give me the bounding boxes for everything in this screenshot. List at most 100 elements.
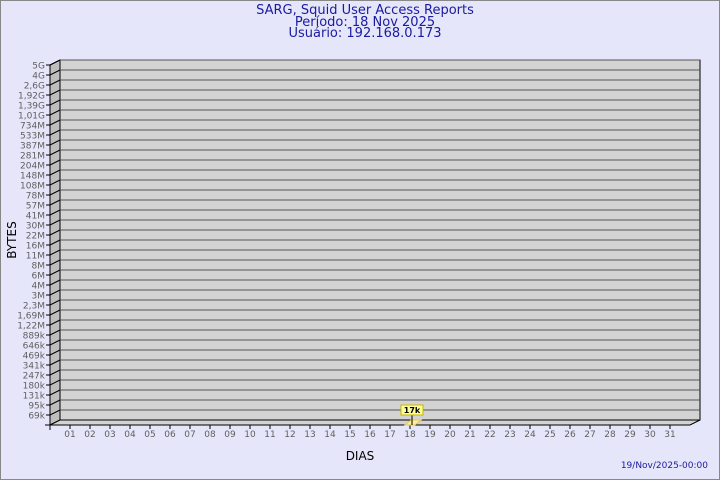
chart-title: SARG, Squid User Access Reports xyxy=(256,3,474,18)
grid-line-side xyxy=(49,309,61,316)
x-tick-label: 02 xyxy=(84,430,95,440)
y-tick-label: 646k xyxy=(23,342,46,352)
x-tick-label: 13 xyxy=(304,430,315,440)
x-tick-label: 26 xyxy=(564,430,576,440)
y-tick-label: 108M xyxy=(20,182,45,192)
y-tick-label: 131k xyxy=(23,392,46,402)
grid-line-side xyxy=(49,289,61,296)
x-tick-label: 23 xyxy=(504,430,515,440)
grid-line-side xyxy=(49,279,61,286)
grid-line-side xyxy=(49,129,61,136)
x-tick-label: 25 xyxy=(544,430,555,440)
y-tick-label: 204M xyxy=(20,162,45,172)
y-tick-label: 78M xyxy=(26,192,45,202)
data-label-box xyxy=(400,404,424,416)
grid-line-side xyxy=(49,209,61,216)
y-tick-label: 95k xyxy=(28,402,45,412)
x-tick-label: 12 xyxy=(284,430,295,440)
grid-line-side xyxy=(49,269,61,276)
y-tick-label: 1,22M xyxy=(17,322,45,332)
grid-line-side xyxy=(49,329,61,336)
grid-line-side xyxy=(49,119,61,126)
grid-line-side xyxy=(49,219,61,226)
x-tick-label: 22 xyxy=(484,430,495,440)
y-tick-label: 11M xyxy=(26,252,45,262)
y-tick-label: 30M xyxy=(26,222,45,232)
y-axis-title: BYTES xyxy=(5,221,19,258)
y-tick-label: 57M xyxy=(26,202,45,212)
y-tick-label: 148M xyxy=(20,172,45,182)
y-tick-label: 533M xyxy=(20,132,45,142)
y-tick-label: 1,01G xyxy=(18,112,45,122)
x-tick-label: 08 xyxy=(204,430,216,440)
grid-line-side xyxy=(49,89,61,96)
y-tick-label: 3M xyxy=(32,292,46,302)
grid-line-side xyxy=(49,249,61,256)
grid-line-side xyxy=(49,399,61,406)
y-tick-label: 5G xyxy=(32,62,45,72)
x-tick-label: 20 xyxy=(444,430,456,440)
x-tick-label: 21 xyxy=(464,430,475,440)
chart-user: Usuário: 192.168.0.173 xyxy=(288,26,442,41)
y-tick-label: 1,69M xyxy=(17,312,45,322)
y-tick-label: 1,92G xyxy=(18,92,45,102)
y-tick-label: 387M xyxy=(20,142,45,152)
y-tick-label: 2,3M xyxy=(23,302,45,312)
x-tick-label: 14 xyxy=(324,430,336,440)
grid-line-side xyxy=(49,159,61,166)
x-tick-label: 15 xyxy=(344,430,355,440)
y-tick-label: 889k xyxy=(23,332,46,342)
grid-line-side xyxy=(49,359,61,366)
x-tick-label: 06 xyxy=(164,430,176,440)
timestamp: 19/Nov/2025-00:00 xyxy=(620,461,708,471)
x-tick-label: 27 xyxy=(584,430,595,440)
x-tick-label: 17 xyxy=(384,430,395,440)
grid-line-side xyxy=(49,139,61,146)
grid-line-side xyxy=(49,229,61,236)
x-tick-label: 28 xyxy=(604,430,616,440)
y-tick-label: 247k xyxy=(23,372,46,382)
x-tick-label: 01 xyxy=(64,430,75,440)
x-tick-label: 18 xyxy=(404,430,416,440)
y-tick-label: 4M xyxy=(32,282,46,292)
grid-line-side xyxy=(49,299,61,306)
y-tick-label: 2,6G xyxy=(24,82,45,92)
grid-line-side xyxy=(49,179,61,186)
grid-line-side xyxy=(49,79,61,86)
x-tick-label: 29 xyxy=(624,430,636,440)
grid-line-side xyxy=(49,379,61,386)
grid-line-side xyxy=(49,169,61,176)
y-tick-label: 8M xyxy=(32,262,46,272)
x-tick-label: 07 xyxy=(184,430,195,440)
grid-line-side xyxy=(49,409,61,416)
y-tick-label: 734M xyxy=(20,122,45,132)
grid-line-side xyxy=(49,389,61,396)
y-tick-label: 22M xyxy=(26,232,45,242)
grid-line-side xyxy=(49,69,61,76)
x-tick-label: 24 xyxy=(524,430,536,440)
data-label: 17k xyxy=(404,406,421,415)
grid-line-side xyxy=(49,259,61,266)
y-tick-label: 16M xyxy=(26,242,45,252)
x-tick-label: 16 xyxy=(364,430,376,440)
grid-line-side xyxy=(49,369,61,376)
grid-line-side xyxy=(49,199,61,206)
chart-period: Período: 18 Nov 2025 xyxy=(294,15,436,30)
y-tick-label: 180k xyxy=(23,382,46,392)
x-tick-label: 11 xyxy=(264,430,275,440)
x-tick-label: 30 xyxy=(644,430,656,440)
x-tick-label: 31 xyxy=(664,430,675,440)
y-tick-label: 4G xyxy=(32,72,45,82)
grid-line-side xyxy=(49,319,61,326)
y-tick-label: 69k xyxy=(28,412,45,422)
plot-floor xyxy=(49,419,701,426)
grid-line-side xyxy=(49,349,61,356)
x-tick-label: 03 xyxy=(104,430,115,440)
grid-line-side xyxy=(49,109,61,116)
grid-line-side xyxy=(49,189,61,196)
x-tick-label: 19 xyxy=(424,430,436,440)
y-tick-label: 469k xyxy=(23,352,46,362)
y-tick-label: 341k xyxy=(23,362,46,372)
x-tick-label: 04 xyxy=(124,430,136,440)
